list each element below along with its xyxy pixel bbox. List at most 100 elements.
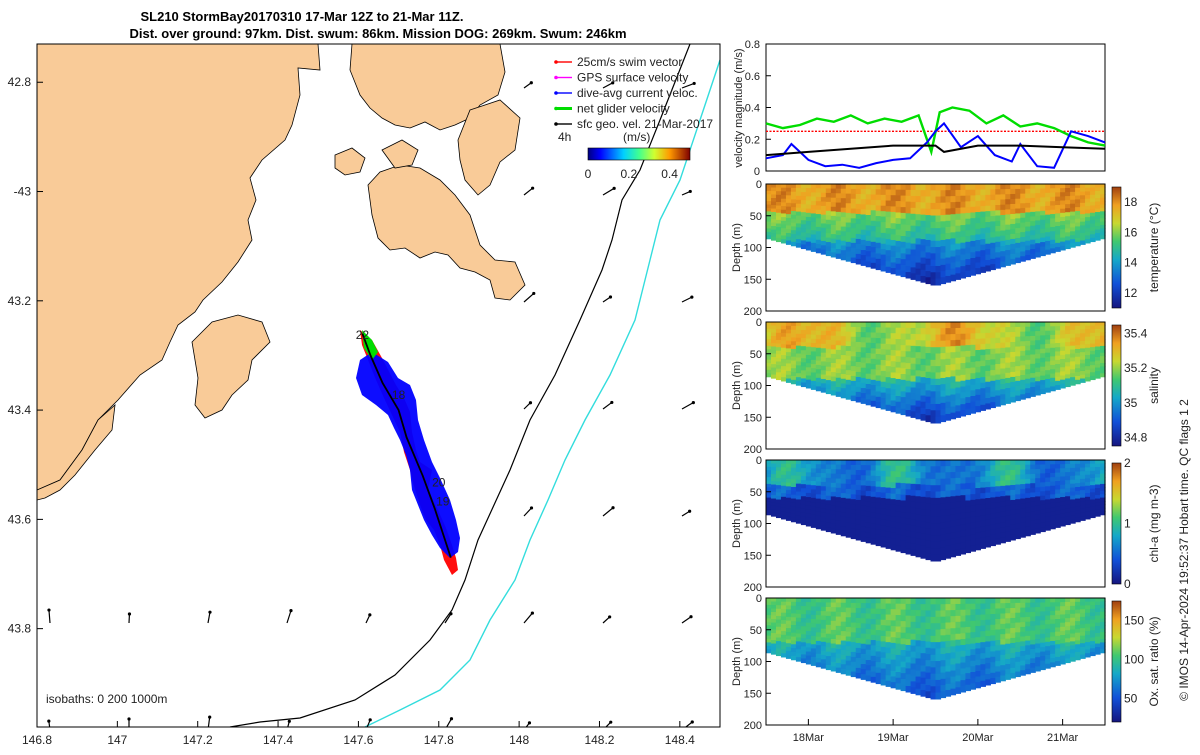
section-cell <box>781 482 787 486</box>
section-cell <box>995 603 1001 609</box>
section-cell <box>766 373 772 377</box>
section-cell <box>1000 670 1006 676</box>
section-cell <box>871 539 877 545</box>
section-cell <box>1020 484 1026 489</box>
section-cell <box>931 322 937 329</box>
section-cell <box>1060 200 1066 205</box>
section-cell <box>766 612 772 616</box>
section-cell <box>1045 499 1051 504</box>
section-cell <box>816 236 822 241</box>
section-cell <box>1070 200 1076 205</box>
section-cell <box>1010 515 1016 521</box>
section-cell <box>861 480 867 486</box>
section-cell <box>801 322 807 327</box>
section-cell <box>1015 342 1021 348</box>
section-cell <box>851 248 857 254</box>
section-cell <box>836 322 842 327</box>
section-cell <box>926 617 932 624</box>
section-cell <box>896 350 902 356</box>
section-cell <box>851 199 857 205</box>
section-cell <box>1055 661 1061 666</box>
section-colorbar <box>1112 463 1121 584</box>
section-cell <box>1010 535 1016 541</box>
section-cell <box>1050 227 1056 232</box>
section-cell <box>1025 493 1031 498</box>
section-cell <box>871 226 877 232</box>
section-cell <box>786 613 792 617</box>
section-cell <box>876 227 882 233</box>
section-cell <box>980 537 986 543</box>
section-cell <box>950 496 956 503</box>
section-cell <box>1005 506 1011 512</box>
date-tick-label: 19Mar <box>878 732 910 744</box>
section-cell <box>881 200 887 206</box>
section-cell <box>1035 193 1041 198</box>
section-cell <box>871 619 877 625</box>
section-cell <box>786 468 792 472</box>
section-cell <box>916 364 922 371</box>
section-cell <box>1090 489 1096 493</box>
section-cell <box>1040 464 1046 469</box>
section-cell <box>816 486 822 491</box>
section-cell <box>846 627 852 632</box>
section-cell <box>1085 374 1091 378</box>
section-cell <box>856 229 862 235</box>
section-cell <box>1020 470 1026 475</box>
section-cell <box>906 472 912 478</box>
section-cell <box>931 510 937 517</box>
section-cell <box>940 409 946 416</box>
section-cell <box>886 471 892 477</box>
section-cell <box>975 206 981 212</box>
section-cell <box>801 610 807 615</box>
section-cell <box>786 210 792 214</box>
section-cell <box>881 222 887 228</box>
section-cell <box>901 598 907 604</box>
section-cell <box>891 223 897 229</box>
section-cell <box>1055 368 1061 373</box>
section-cell <box>1080 345 1086 349</box>
section-cell <box>796 346 802 351</box>
section-ylabel: Depth (m) <box>731 637 743 686</box>
section-cell <box>881 233 887 239</box>
section-cell <box>836 212 842 217</box>
section-cell <box>776 184 782 188</box>
section-cell <box>871 666 877 672</box>
section-cell <box>776 616 782 620</box>
section-cell <box>921 377 927 384</box>
section-cell <box>906 657 912 663</box>
section-cell <box>1080 363 1086 367</box>
section-cell <box>1045 202 1051 207</box>
section-cell <box>970 517 976 523</box>
section-cell <box>1030 382 1036 387</box>
section-cell <box>771 633 777 637</box>
section-cell <box>836 327 842 332</box>
section-cell <box>1085 482 1091 486</box>
section-cell <box>995 237 1001 243</box>
section-cell <box>955 322 961 329</box>
section-cell <box>1060 213 1066 218</box>
section-cell <box>1005 634 1011 640</box>
section-cell <box>796 495 802 500</box>
section-cell <box>945 672 951 679</box>
section-cell <box>856 663 862 669</box>
section-cell <box>1025 327 1031 332</box>
section-cell <box>965 248 971 254</box>
section-cell <box>781 239 787 243</box>
section-cell <box>1025 660 1031 665</box>
section-cell <box>1030 392 1036 397</box>
map-x-tick-label: 147.6 <box>343 733 373 747</box>
section-cell <box>1095 598 1101 602</box>
section-cell <box>901 362 907 368</box>
section-cell <box>806 347 812 352</box>
section-cell <box>866 348 872 354</box>
section-cell <box>936 260 942 267</box>
section-cell <box>786 341 792 345</box>
section-cell <box>995 348 1001 354</box>
section-cell <box>851 223 857 229</box>
section-cell <box>851 499 857 505</box>
section-cell <box>1030 465 1036 470</box>
section-cell <box>781 613 787 617</box>
section-cell <box>1045 655 1051 660</box>
section-cell <box>876 667 882 673</box>
section-cell <box>801 492 807 497</box>
